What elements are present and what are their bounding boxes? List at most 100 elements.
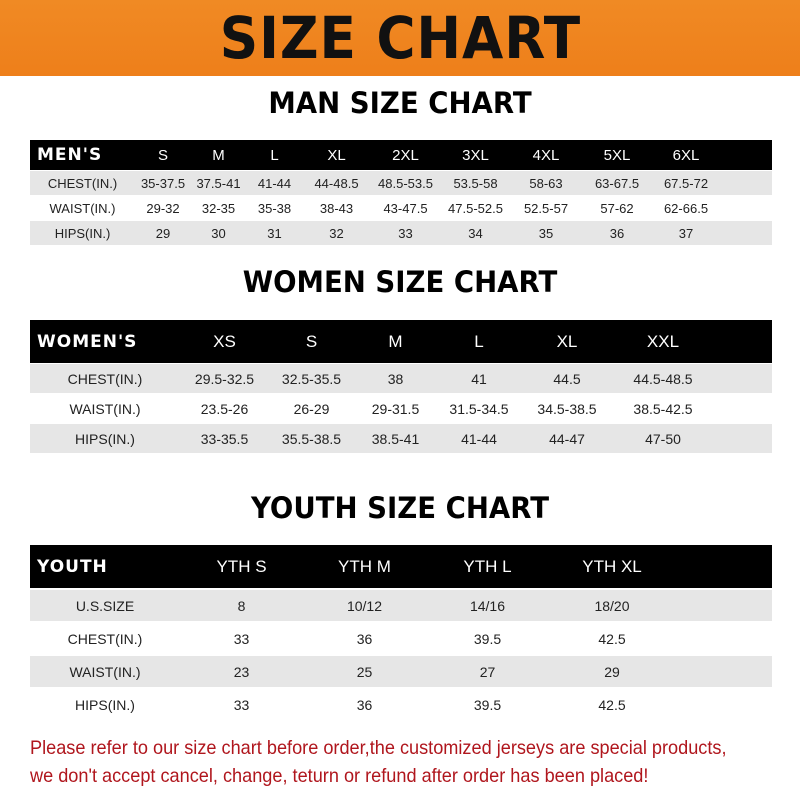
women-section-title: WOMEN SIZE CHART <box>242 265 558 299</box>
size-cell: 48.5-53.5 <box>378 175 433 191</box>
size-cell: 33 <box>233 696 250 713</box>
disclaimer-line-1: Please refer to our size chart before or… <box>30 737 727 759</box>
row-label: YOUTH <box>37 556 108 577</box>
row-label: WOMEN'S <box>37 331 138 352</box>
row-label: CHEST(IN.) <box>67 630 143 647</box>
size-cell: 10/12 <box>346 597 383 614</box>
size-cell: 47-50 <box>645 430 681 447</box>
table-row: CHEST(IN.) 35-37.5 37.5-41 41-44 44-48.5 48.5… <box>30 171 772 195</box>
page-title: SIZE CHART <box>219 4 581 72</box>
size-cell: S <box>157 146 168 164</box>
size-cell: 53.5-58 <box>453 175 498 191</box>
size-cell: 52.5-57 <box>523 200 569 216</box>
size-cell: YTH S <box>216 556 267 576</box>
size-cell: 37.5-41 <box>196 175 241 191</box>
size-cell: YTH XL <box>582 556 642 576</box>
row-label: CHEST(IN.) <box>67 370 143 387</box>
size-cell: XXL <box>646 331 680 351</box>
size-cell: 26-29 <box>293 400 330 417</box>
size-cell: 38.5-41 <box>371 430 420 447</box>
men-size-table: MEN'S S M L XL 2XL 3XL 4XL 5XL 6XL CHEST(IN.) 35-37… <box>30 140 772 245</box>
size-cell: 67.5-72 <box>663 175 709 191</box>
size-cell: 36 <box>356 696 373 713</box>
size-cell: L <box>474 331 484 351</box>
row-label: HIPS(IN.) <box>75 430 135 447</box>
size-cell: 34 <box>468 225 483 241</box>
table-row: HIPS(IN.) 33-35.5 35.5-38.5 38.5-41 41-44 44-… <box>30 424 772 453</box>
size-cell: 36 <box>356 630 373 647</box>
header-row: WOMEN'S XS S M L XL XXL <box>30 320 772 363</box>
size-cell: 31 <box>267 225 282 241</box>
table-row: HIPS(IN.) 29 30 31 32 33 34 35 36 37 <box>30 221 772 245</box>
row-label: MEN'S <box>37 145 103 165</box>
size-cell: 30 <box>211 225 226 241</box>
size-cell: 47.5-52.5 <box>448 200 503 216</box>
size-cell: 41-44 <box>257 175 292 191</box>
size-cell: 42.5 <box>598 630 626 647</box>
size-cell: 29 <box>604 663 620 680</box>
size-cell: 3XL <box>462 146 489 164</box>
size-cell: 39.5 <box>473 696 502 713</box>
size-cell: YTH M <box>338 556 391 576</box>
youth-size-table: YOUTH YTH S YTH M YTH L YTH XL U.S.SIZE 8 10/12… <box>30 545 772 720</box>
size-cell: 4XL <box>532 146 560 164</box>
size-cell: 14/16 <box>469 597 506 614</box>
row-label: HIPS(IN.) <box>54 225 111 241</box>
size-cell: 44.5-48.5 <box>633 370 693 387</box>
table-row: WAIST(IN.) 23 25 27 29 <box>30 656 772 687</box>
size-cell: 62-66.5 <box>663 200 709 216</box>
youth-section-title: YOUTH SIZE CHART <box>250 491 550 525</box>
row-label: WAIST(IN.) <box>69 663 141 680</box>
size-cell: 38.5-42.5 <box>633 400 693 417</box>
size-cell: 37 <box>678 225 694 241</box>
size-cell: 5XL <box>603 146 631 164</box>
table-row: CHEST(IN.) 29.5-32.5 32.5-35.5 38 41 44.5 44.5… <box>30 364 772 393</box>
size-cell: 63-67.5 <box>594 175 640 191</box>
size-cell: YTH L <box>463 556 512 576</box>
row-label: CHEST(IN.) <box>47 175 118 191</box>
table-row: CHEST(IN.) 33 36 39.5 42.5 <box>30 623 772 654</box>
size-cell: 38 <box>387 370 404 387</box>
size-cell: 38-43 <box>319 200 354 216</box>
size-cell: 31.5-34.5 <box>449 400 509 417</box>
size-cell: 35 <box>538 225 554 241</box>
size-cell: 33 <box>398 225 413 241</box>
size-cell: 18/20 <box>594 597 630 614</box>
size-cell: 32 <box>329 225 344 241</box>
size-cell: XL <box>327 146 346 164</box>
table-row: WAIST(IN.) 29-32 32-35 35-38 38-43 43-47.5 47.… <box>30 196 772 220</box>
size-cell: 6XL <box>672 146 700 164</box>
row-label: HIPS(IN.) <box>75 696 135 713</box>
size-cell: 2XL <box>392 146 419 164</box>
row-label: WAIST(IN.) <box>69 400 141 417</box>
size-cell: 35-37.5 <box>140 175 186 191</box>
disclaimer-line-2: we don't accept cancel, change, teturn o… <box>30 765 649 787</box>
men-section-title: MAN SIZE CHART <box>268 86 532 120</box>
size-cell: 44.5 <box>553 370 581 387</box>
size-cell: L <box>270 146 279 164</box>
size-cell: 29-32 <box>146 200 180 216</box>
size-cell: S <box>305 331 318 351</box>
title-banner: SIZE CHART <box>0 0 800 76</box>
size-cell: 41 <box>471 370 487 387</box>
size-cell: 33-35.5 <box>200 430 249 447</box>
size-cell: 42.5 <box>598 696 626 713</box>
header-row: MEN'S S M L XL 2XL 3XL 4XL 5XL 6XL <box>30 140 772 170</box>
size-cell: 35-38 <box>257 200 292 216</box>
size-cell: 32.5-35.5 <box>281 370 342 387</box>
size-cell: 34.5-38.5 <box>537 400 597 417</box>
table-row: HIPS(IN.) 33 36 39.5 42.5 <box>30 689 772 720</box>
size-cell: 25 <box>356 663 373 680</box>
size-cell: 35.5-38.5 <box>281 430 342 447</box>
size-cell: 27 <box>479 663 496 680</box>
size-cell: 43-47.5 <box>383 200 428 216</box>
size-cell: 29.5-32.5 <box>194 370 255 387</box>
size-cell: XS <box>213 331 236 351</box>
size-cell: XL <box>556 331 578 351</box>
size-cell: 58-63 <box>529 175 563 191</box>
size-cell: M <box>212 146 225 164</box>
size-cell: 29 <box>155 225 171 241</box>
size-cell: 41-44 <box>461 430 497 447</box>
table-row: WAIST(IN.) 23.5-26 26-29 29-31.5 31.5-34.5 34… <box>30 394 772 423</box>
size-cell: 23.5-26 <box>200 400 249 417</box>
